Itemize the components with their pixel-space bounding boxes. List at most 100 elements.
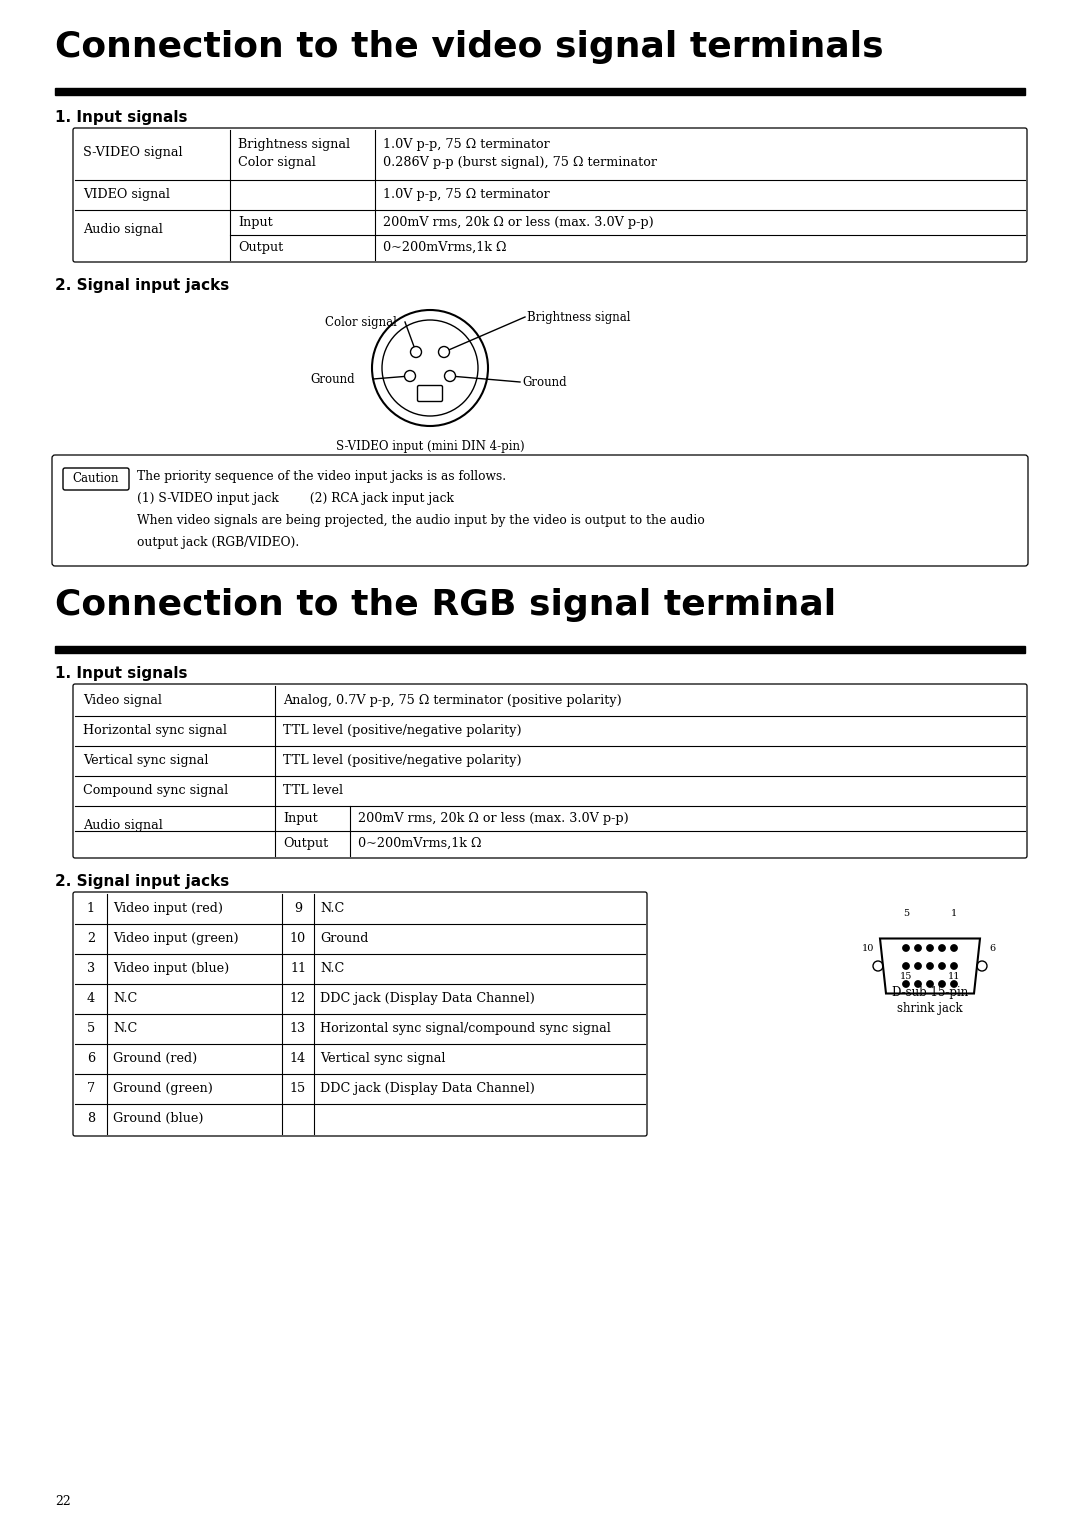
Text: 6: 6 (989, 944, 995, 953)
Text: Output: Output (283, 837, 328, 850)
Circle shape (410, 347, 421, 358)
FancyBboxPatch shape (73, 892, 647, 1135)
Text: Audio signal: Audio signal (83, 223, 163, 235)
Text: Brightness signal: Brightness signal (527, 312, 631, 324)
Text: When video signals are being projected, the audio input by the video is output t: When video signals are being projected, … (137, 513, 705, 527)
FancyBboxPatch shape (73, 128, 1027, 261)
Text: Input: Input (283, 811, 318, 825)
Text: 1.0V p-p, 75 Ω terminator: 1.0V p-p, 75 Ω terminator (383, 138, 550, 151)
Circle shape (903, 981, 909, 987)
Circle shape (445, 370, 456, 382)
Text: N.C: N.C (320, 902, 345, 915)
Text: Video input (green): Video input (green) (113, 932, 239, 944)
Text: 10: 10 (289, 932, 306, 944)
Text: Output: Output (238, 241, 283, 254)
Text: N.C: N.C (113, 1022, 137, 1034)
Text: 5: 5 (86, 1022, 95, 1034)
Text: Horizontal sync signal/compound sync signal: Horizontal sync signal/compound sync sig… (320, 1022, 611, 1034)
Text: 1. Input signals: 1. Input signals (55, 110, 188, 125)
Text: Ground: Ground (320, 932, 368, 944)
Text: S-VIDEO input (mini DIN 4-pin): S-VIDEO input (mini DIN 4-pin) (336, 440, 524, 452)
Text: output jack (RGB/VIDEO).: output jack (RGB/VIDEO). (137, 536, 299, 549)
Text: Connection to the video signal terminals: Connection to the video signal terminals (55, 31, 883, 64)
Text: Brightness signal: Brightness signal (238, 138, 350, 151)
Text: N.C: N.C (113, 992, 137, 1005)
Text: 11: 11 (291, 963, 306, 975)
Text: 2. Signal input jacks: 2. Signal input jacks (55, 278, 229, 293)
Circle shape (915, 944, 921, 952)
Text: 1: 1 (950, 909, 957, 918)
Circle shape (950, 944, 958, 952)
Text: Video input (blue): Video input (blue) (113, 963, 229, 975)
Bar (55, 89, 1025, 95)
Bar (55, 646, 1025, 652)
Text: Ground: Ground (310, 373, 354, 387)
Text: 200mV rms, 20k Ω or less (max. 3.0V p-p): 200mV rms, 20k Ω or less (max. 3.0V p-p) (383, 215, 653, 229)
Text: DDC jack (Display Data Channel): DDC jack (Display Data Channel) (320, 1082, 535, 1096)
Text: Video input (red): Video input (red) (113, 902, 222, 915)
Text: 3: 3 (86, 963, 95, 975)
Circle shape (915, 963, 921, 969)
Text: Color signal: Color signal (238, 156, 315, 170)
Text: Ground: Ground (522, 376, 567, 390)
Text: 4: 4 (86, 992, 95, 1005)
Circle shape (939, 944, 945, 952)
Text: Video signal: Video signal (83, 694, 162, 707)
Circle shape (927, 944, 933, 952)
Circle shape (438, 347, 449, 358)
Text: Ground (blue): Ground (blue) (113, 1112, 203, 1125)
Text: Input: Input (238, 215, 273, 229)
Circle shape (915, 981, 921, 987)
Circle shape (927, 963, 933, 969)
Text: Vertical sync signal: Vertical sync signal (83, 753, 208, 767)
Text: 10: 10 (862, 944, 874, 953)
Text: Audio signal: Audio signal (83, 819, 163, 833)
Text: D-sub 15-pin: D-sub 15-pin (892, 986, 968, 999)
Text: 1. Input signals: 1. Input signals (55, 666, 188, 681)
Circle shape (405, 370, 416, 382)
Text: 12: 12 (289, 992, 306, 1005)
Text: Compound sync signal: Compound sync signal (83, 784, 228, 798)
FancyBboxPatch shape (52, 455, 1028, 565)
Text: 1.0V p-p, 75 Ω terminator: 1.0V p-p, 75 Ω terminator (383, 188, 550, 202)
Text: 13: 13 (289, 1022, 306, 1034)
Circle shape (939, 963, 945, 969)
Text: Ground (red): Ground (red) (113, 1051, 198, 1065)
Text: Color signal: Color signal (325, 316, 396, 329)
Text: Analog, 0.7V p-p, 75 Ω terminator (positive polarity): Analog, 0.7V p-p, 75 Ω terminator (posit… (283, 694, 622, 707)
Text: 11: 11 (948, 972, 960, 981)
Text: Ground (green): Ground (green) (113, 1082, 213, 1096)
Circle shape (939, 981, 945, 987)
Text: 15: 15 (900, 972, 913, 981)
FancyBboxPatch shape (73, 685, 1027, 859)
Circle shape (903, 944, 909, 952)
Text: 5: 5 (903, 909, 909, 918)
Circle shape (927, 981, 933, 987)
Text: 7: 7 (86, 1082, 95, 1096)
Circle shape (950, 981, 958, 987)
Text: S-VIDEO signal: S-VIDEO signal (83, 147, 183, 159)
Text: 0.286V p-p (burst signal), 75 Ω terminator: 0.286V p-p (burst signal), 75 Ω terminat… (383, 156, 657, 170)
FancyBboxPatch shape (63, 468, 129, 490)
Text: 2. Signal input jacks: 2. Signal input jacks (55, 874, 229, 889)
Text: 0~200mVrms,1k Ω: 0~200mVrms,1k Ω (357, 837, 482, 850)
Text: 15: 15 (289, 1082, 306, 1096)
Text: DDC jack (Display Data Channel): DDC jack (Display Data Channel) (320, 992, 535, 1005)
Text: 8: 8 (86, 1112, 95, 1125)
Text: 6: 6 (86, 1051, 95, 1065)
Circle shape (903, 963, 909, 969)
Text: VIDEO signal: VIDEO signal (83, 188, 170, 202)
Text: Horizontal sync signal: Horizontal sync signal (83, 724, 227, 736)
Text: shrink jack: shrink jack (897, 1002, 962, 1015)
Text: 14: 14 (289, 1051, 306, 1065)
Text: TTL level (positive/negative polarity): TTL level (positive/negative polarity) (283, 724, 522, 736)
FancyBboxPatch shape (418, 385, 443, 402)
Text: The priority sequence of the video input jacks is as follows.: The priority sequence of the video input… (137, 471, 507, 483)
Text: Vertical sync signal: Vertical sync signal (320, 1051, 446, 1065)
Text: 1: 1 (87, 902, 95, 915)
Text: Caution: Caution (72, 472, 119, 484)
Text: 22: 22 (55, 1494, 71, 1508)
Text: N.C: N.C (320, 963, 345, 975)
Text: TTL level (positive/negative polarity): TTL level (positive/negative polarity) (283, 753, 522, 767)
Text: 200mV rms, 20k Ω or less (max. 3.0V p-p): 200mV rms, 20k Ω or less (max. 3.0V p-p) (357, 811, 629, 825)
